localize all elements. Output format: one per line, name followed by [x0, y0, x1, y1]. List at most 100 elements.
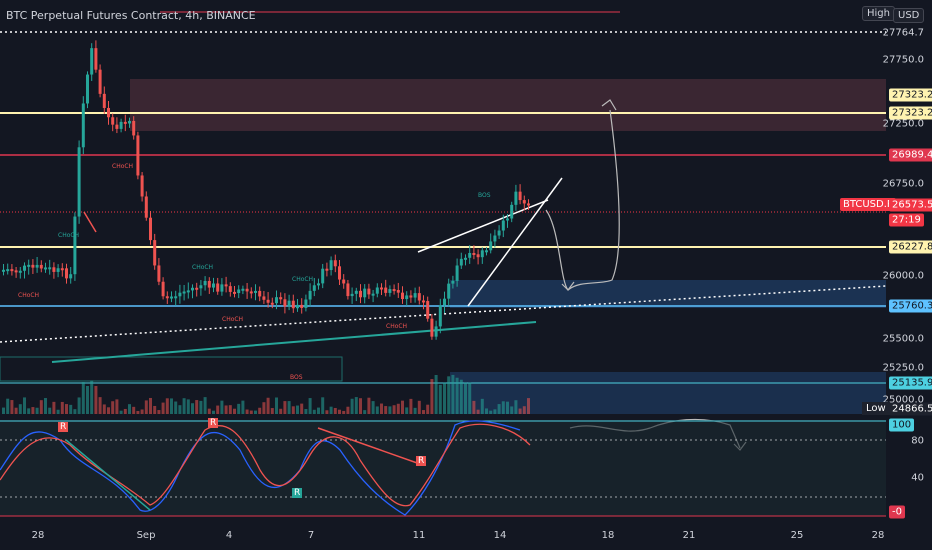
- volume-bar: [136, 410, 140, 414]
- volume-bar: [262, 402, 266, 414]
- volume-bar: [472, 400, 476, 414]
- volume-bar: [443, 382, 446, 414]
- high-button[interactable]: High: [862, 6, 895, 21]
- candle: [392, 289, 396, 292]
- volume-bar: [157, 410, 161, 414]
- volume-bar: [44, 398, 47, 414]
- volume-bar: [321, 397, 325, 414]
- price-axis[interactable]: 27764.7 27750.0 27250.0 26750.0 26000.0 …: [882, 0, 932, 550]
- candle: [10, 269, 14, 272]
- price-tick: 25000.0: [882, 394, 924, 406]
- choch-label: CHoCH: [18, 292, 40, 299]
- volume-bar: [94, 385, 98, 414]
- volume-bar: [455, 377, 459, 414]
- candle: [60, 268, 64, 271]
- choch-label: CHoCH: [222, 316, 244, 323]
- candle: [275, 297, 278, 304]
- candle: [451, 280, 455, 284]
- candle: [317, 283, 320, 286]
- candle: [375, 287, 379, 294]
- volume-bar: [115, 399, 119, 414]
- volume-bar: [312, 409, 316, 414]
- volume-bar: [342, 410, 346, 414]
- candle: [140, 175, 144, 197]
- volume-bar: [39, 400, 43, 414]
- pointer-arrow: [83, 211, 97, 233]
- candle: [90, 48, 94, 75]
- volume-bar: [371, 401, 375, 414]
- volume-bar: [174, 401, 178, 414]
- time-tick: 11: [412, 530, 426, 541]
- candle: [413, 293, 417, 298]
- volume-bar: [338, 409, 341, 414]
- volume-bar: [514, 400, 518, 414]
- volume-bar: [518, 408, 522, 414]
- volume-bar: [304, 409, 308, 414]
- candle: [237, 289, 241, 294]
- candle: [325, 268, 329, 271]
- candle: [501, 220, 505, 231]
- candle: [300, 304, 304, 308]
- candle: [296, 304, 299, 309]
- candle: [195, 287, 199, 290]
- candle: [438, 305, 442, 327]
- candle: [426, 301, 430, 319]
- wedge-lower-line: [467, 177, 563, 307]
- volume-bar: [199, 400, 203, 414]
- candle: [321, 268, 325, 284]
- volume-bar: [501, 401, 505, 414]
- candle: [39, 264, 43, 269]
- oscillator-pane: [0, 420, 886, 516]
- candle: [287, 300, 291, 307]
- volume-bar: [506, 401, 509, 414]
- volume-bar: [464, 382, 467, 414]
- volume-bar: [73, 409, 77, 414]
- volume-bar: [14, 407, 18, 414]
- price-tag-upper-a: 27323.2: [889, 88, 932, 102]
- volume-bar: [522, 406, 526, 414]
- volume-bar: [224, 405, 228, 414]
- candle: [94, 48, 98, 70]
- price-tag-teal: 25135.9: [889, 376, 932, 390]
- currency-button[interactable]: USD: [893, 8, 925, 23]
- candle: [98, 69, 102, 94]
- volume-bar: [329, 406, 333, 414]
- volume-bar: [144, 400, 148, 414]
- candle: [384, 287, 388, 293]
- candle: [333, 260, 337, 267]
- symbol-tag: BTCUSD.P: [840, 198, 896, 211]
- candle: [86, 74, 89, 104]
- volume-bar: [191, 403, 194, 414]
- price-tag-red: 26989.4: [889, 148, 932, 162]
- candle: [262, 296, 266, 300]
- bos-label: BOS: [478, 192, 491, 199]
- candle: [510, 204, 514, 219]
- volume-bar: [270, 408, 274, 414]
- candle: [279, 297, 283, 300]
- candle: [44, 267, 47, 270]
- candle: [468, 252, 472, 258]
- volume-bar: [359, 398, 362, 414]
- candle: [472, 252, 476, 255]
- candle: [182, 291, 186, 294]
- volume-bar: [367, 397, 371, 414]
- candle: [304, 299, 308, 308]
- candle: [136, 135, 140, 176]
- volume-bar: [60, 401, 64, 414]
- candle: [245, 288, 249, 292]
- volume-bar: [354, 397, 358, 414]
- volume-bar: [317, 407, 320, 414]
- volume-bar: [48, 407, 52, 414]
- price-tag-upper-b: 27323.2: [889, 106, 932, 120]
- projection-arrowhead-bottom: [561, 281, 575, 291]
- candle: [157, 265, 161, 282]
- volume-bar: [413, 407, 417, 414]
- candle: [283, 299, 287, 307]
- volume-bar: [266, 397, 270, 414]
- volume-bar: [422, 410, 425, 414]
- volume-bar: [111, 401, 115, 414]
- candle: [459, 258, 463, 266]
- candle: [228, 286, 232, 292]
